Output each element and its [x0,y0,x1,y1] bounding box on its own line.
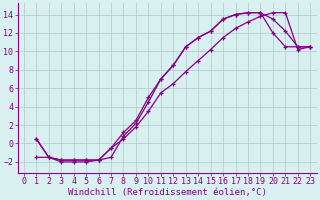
X-axis label: Windchill (Refroidissement éolien,°C): Windchill (Refroidissement éolien,°C) [68,188,267,197]
